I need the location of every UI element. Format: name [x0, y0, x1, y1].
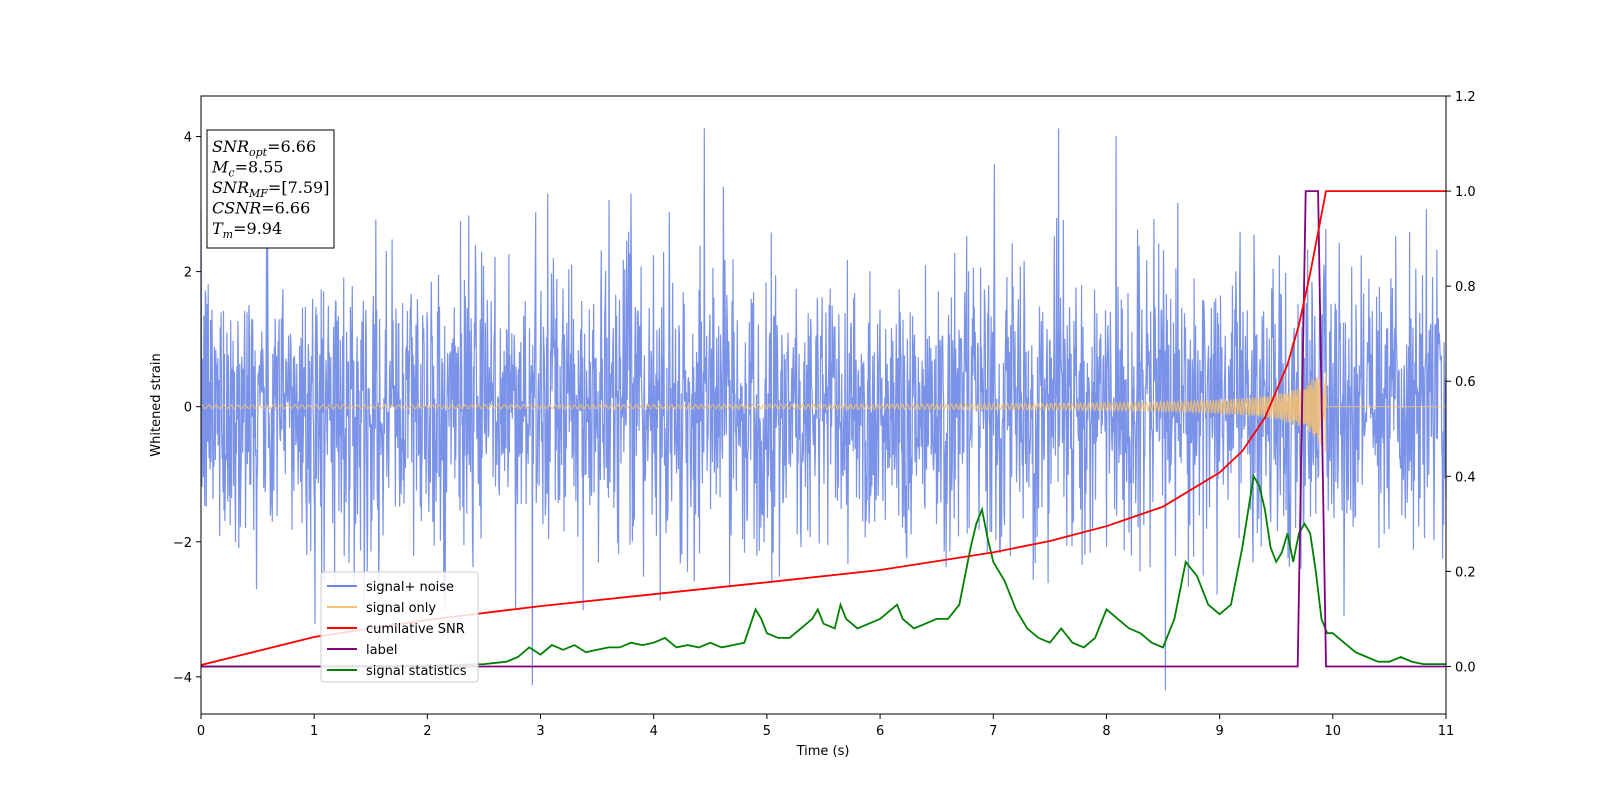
- signal-only-line: [200, 370, 1446, 453]
- info-line: SNRopt=6.66: [212, 137, 316, 159]
- left-y-tick-label: −2: [173, 536, 192, 551]
- right-y-tick-label: 0.0: [1455, 660, 1476, 675]
- info-box-frame: [206, 129, 335, 249]
- right-axis-series: [200, 190, 1446, 668]
- left-y-tick-label: 4: [184, 131, 192, 146]
- right-y-axis-ticks: 0.0 0.2 0.4 0.6 0.8 1.0 1.2: [1446, 90, 1476, 675]
- right-y-tick-label: 0.4: [1455, 470, 1476, 485]
- left-y-tick-label: −4: [173, 671, 192, 686]
- x-tick-label: 8: [1102, 724, 1110, 739]
- right-y-tick-label: 0.6: [1455, 375, 1476, 390]
- axes-border: [200, 95, 1447, 715]
- x-tick-label: 5: [763, 724, 771, 739]
- x-tick-label: 3: [536, 724, 544, 739]
- cumilative-snr-line: [200, 190, 1446, 666]
- legend-label: label: [366, 643, 397, 658]
- legend: signal+ noise signal only cumilative SNR la…: [320, 571, 479, 683]
- label-line: [201, 190, 1446, 668]
- x-tick-label: 9: [1215, 724, 1223, 739]
- right-y-tick-label: 1.2: [1455, 90, 1476, 105]
- left-y-axis-ticks: −4 −2 0 2 4: [173, 131, 201, 686]
- legend-frame: [320, 571, 479, 683]
- x-tick-label: 1: [310, 724, 318, 739]
- x-tick-label: 7: [989, 724, 997, 739]
- info-line: Tm=9.94: [212, 219, 282, 241]
- info-annotation-box: SNRopt=6.66Mc=8.55SNRMF=[7.59]CSNR=6.66T…: [206, 129, 335, 249]
- x-tick-label: 11: [1438, 724, 1455, 739]
- left-y-axis-label: Whitened strain: [149, 353, 164, 456]
- x-tick-label: 2: [423, 724, 431, 739]
- right-y-tick-label: 0.2: [1455, 565, 1476, 580]
- left-y-tick-label: 0: [184, 401, 192, 416]
- left-y-tick-label: 2: [184, 266, 192, 281]
- legend-label: signal+ noise: [366, 580, 454, 595]
- x-tick-label: 6: [876, 724, 884, 739]
- legend-label: cumilative SNR: [366, 622, 465, 637]
- legend-label: signal statistics: [366, 664, 467, 679]
- x-tick-label: 0: [197, 724, 205, 739]
- x-axis-ticks: 0 1 2 3 4 5 6 7 8 9 10 11: [197, 714, 1454, 739]
- info-line: Mc=8.55: [211, 158, 284, 180]
- x-tick-label: 10: [1325, 724, 1342, 739]
- right-y-tick-label: 0.8: [1455, 280, 1476, 295]
- x-axis-label: Time (s): [796, 744, 850, 759]
- right-y-tick-label: 1.0: [1455, 185, 1476, 200]
- info-line: CSNR=6.66: [212, 199, 310, 218]
- legend-label: signal only: [366, 601, 436, 616]
- signal-statistics-line: [201, 473, 1446, 668]
- x-tick-label: 4: [650, 724, 658, 739]
- signal-only-series: [200, 370, 1446, 453]
- info-line: SNRMF=[7.59]: [212, 178, 329, 200]
